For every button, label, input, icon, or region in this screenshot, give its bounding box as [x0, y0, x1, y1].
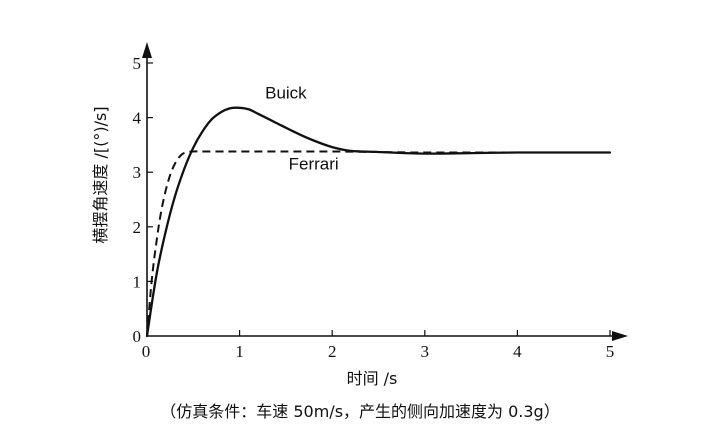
y-tick-label: 0: [133, 327, 142, 346]
x-axis-title: 时间 /s: [347, 369, 398, 388]
series-line-buick: [145, 106, 612, 338]
series-label-buick: Buick: [265, 83, 307, 102]
chart-labels: Buick Ferrari: [265, 83, 339, 173]
chart-caption: （仿真条件：车速 50m/s，产生的侧向加速度为 0.3g）: [160, 402, 559, 421]
series-line-ferrari: [146, 150, 610, 337]
chart-axes: [142, 42, 628, 341]
y-tick-label: 4: [133, 109, 142, 128]
y-axis-arrow: [142, 42, 152, 58]
y-axis-title: 横摆角速度 /[(°)/s]: [91, 106, 110, 243]
x-tick-label: 3: [421, 342, 430, 361]
x-tick-label: 1: [235, 342, 244, 361]
x-axis-arrow: [612, 331, 628, 341]
y-tick-label: 5: [133, 54, 142, 73]
chart-ticks: 0 1 2 3 4 5 0 1 2 3 4 5: [133, 54, 615, 361]
y-tick-label: 1: [133, 272, 142, 291]
y-tick-label: 3: [133, 163, 142, 182]
x-tick-label: 0: [142, 342, 151, 361]
series-label-ferrari: Ferrari: [289, 154, 339, 173]
x-tick-label: 2: [328, 342, 337, 361]
chart-series: [145, 106, 612, 338]
x-tick-label: 5: [606, 342, 615, 361]
y-tick-label: 2: [133, 218, 142, 237]
x-tick-label: 4: [513, 342, 522, 361]
